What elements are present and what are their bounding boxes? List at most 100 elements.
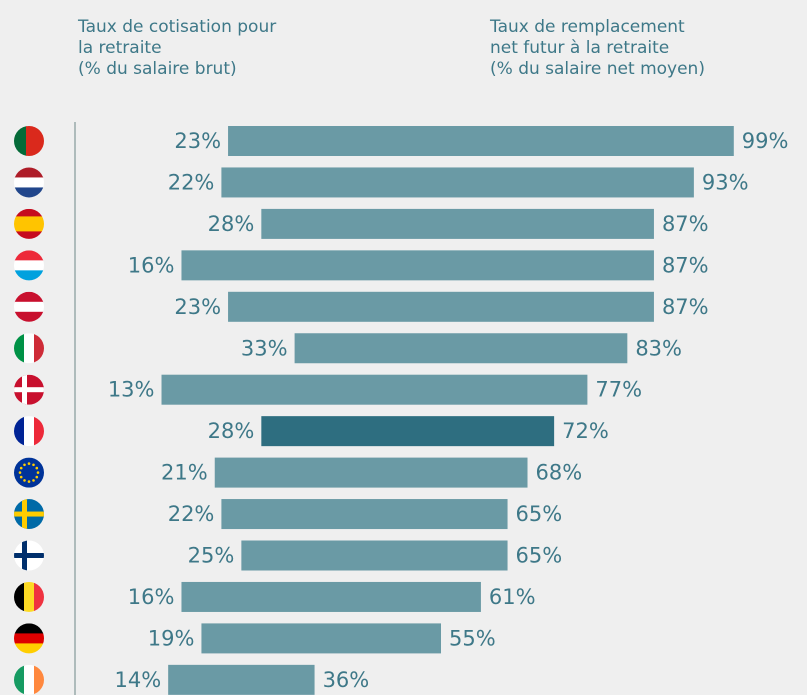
bar [241,540,508,571]
flag-cross [14,387,44,393]
flag-stripe [14,208,44,217]
column-header: Taux de remplacement [489,17,685,37]
flag-stripe [34,416,44,447]
flag [14,333,44,364]
flag-cross [22,499,27,530]
end-label: 87% [662,295,709,319]
flag [14,250,44,281]
start-label: 14% [114,668,161,692]
flag-cross [22,374,27,405]
flag-stripe [20,126,27,156]
bar [228,291,654,322]
flag-stripe [26,126,33,156]
flag-cross [14,553,44,558]
end-label: 72% [562,419,609,443]
flag-stripe [14,270,44,281]
flag-stripe [24,581,35,612]
flag-stripe [14,260,44,271]
start-label: 22% [168,170,215,194]
flag [14,208,44,239]
flag-star [32,463,35,467]
flag-stripe [24,664,35,695]
start-label: 25% [188,544,235,568]
flag-stripe [14,581,25,612]
flag [14,623,44,654]
start-label: 33% [241,336,288,360]
flag-stripe [14,177,44,188]
start-label: 19% [148,626,195,650]
flag-star [36,471,40,474]
start-label: 16% [128,253,175,277]
bar [221,499,508,530]
bar [181,581,481,612]
flag [14,291,44,322]
start-label: 21% [161,461,208,485]
flag-stripe [14,664,25,695]
flag-star [23,479,26,482]
flag-star [32,479,35,482]
bar [261,208,654,239]
flag [14,581,44,612]
end-label: 99% [742,129,789,153]
start-label: 23% [174,295,221,319]
flag-stripe [14,216,44,225]
flag-stripe [14,416,25,447]
bar [228,126,734,156]
start-label: 22% [168,502,215,526]
flag [14,167,44,198]
start-label: 28% [208,212,255,236]
flag-stripe [24,416,35,447]
flag-stripe [14,187,44,198]
flag-cross [14,511,44,517]
flag-field [14,457,44,488]
flag-stripe [34,333,44,364]
flag-stripe [14,167,44,178]
end-label: 87% [662,212,709,236]
flag-stripe [32,126,39,156]
end-label: 36% [323,668,370,692]
flag-stripe [14,311,44,322]
flag [14,664,44,695]
flag-star [23,463,26,467]
flag [14,457,44,488]
flag [14,499,44,530]
end-label: 61% [489,585,536,609]
end-label: 55% [449,626,496,650]
start-label: 16% [128,585,175,609]
flag-stripe [14,126,21,156]
flag-star [19,475,23,479]
flag [14,416,44,447]
end-label: 65% [516,544,563,568]
flag-stripe [14,623,44,634]
column-header: la retraite [78,38,162,58]
start-label: 13% [108,378,155,402]
end-label: 93% [702,170,749,194]
flag [14,540,44,571]
flag-stripe [14,250,44,261]
flag [14,374,44,405]
flag-stripe [14,223,44,232]
bar [201,623,441,654]
flag-stripe [14,643,44,654]
bar [214,457,528,488]
bar [168,664,315,695]
column-header: (% du salaire brut) [78,59,237,79]
column-header: net futur à la retraite [490,38,669,58]
bar [181,250,654,281]
flag-stripe [34,664,44,695]
end-label: 77% [595,378,642,402]
flag-stripe [14,633,44,644]
flag-cross [22,540,27,571]
flag-star [19,466,23,470]
flag-stripe [14,301,44,313]
flag-star [27,462,31,465]
flag-stripe [14,333,25,364]
bar [261,416,555,447]
bar [161,374,588,405]
flag-stripe [14,231,44,239]
flag-star [27,480,31,483]
flag-stripe [14,291,44,303]
flag-stripe [38,126,44,156]
flag-star [35,466,39,470]
end-label: 87% [662,253,709,277]
